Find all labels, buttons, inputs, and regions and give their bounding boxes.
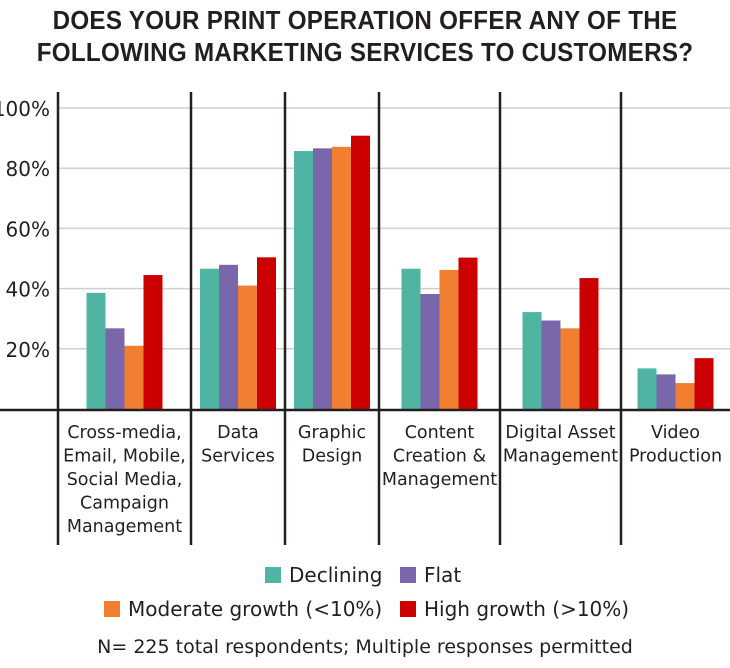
x-category-label: Social Media, — [67, 470, 183, 490]
bar-declining — [200, 268, 219, 409]
y-tick-label: 60% — [6, 217, 50, 241]
x-category-label: Design — [302, 447, 362, 467]
x-category-label: Digital Asset — [505, 423, 615, 443]
bar-moderate-growth- — [238, 285, 257, 409]
x-category-label: Content — [405, 423, 475, 443]
bar-high-growth- — [694, 358, 714, 409]
bar-moderate-growth- — [560, 328, 580, 409]
bar-high-growth- — [351, 135, 370, 409]
y-tick-label: 80% — [6, 157, 50, 181]
bar-declining — [637, 368, 657, 409]
legend-swatch — [265, 567, 281, 583]
bar-high-growth- — [257, 257, 276, 409]
x-category-label: Management — [503, 447, 618, 467]
legend-label: High growth (>10%) — [424, 597, 630, 621]
x-category-label: Video — [651, 423, 700, 443]
bar-chart: 20% 40% 60% 80% 100% Cross-media, Email, Mobil… — [0, 92, 730, 545]
x-category-label: Campaign — [80, 494, 169, 514]
bar-high-growth- — [579, 278, 599, 409]
bar-flat — [656, 374, 676, 409]
x-category-label: Management — [382, 470, 497, 490]
x-category-label: Services — [201, 447, 275, 467]
x-category-label: Cross-media, — [67, 423, 181, 443]
x-category-label: Email, Mobile, — [63, 447, 186, 467]
chart-title-line-1: DOES YOUR PRINT OPERATION OFFER ANY OF T… — [52, 5, 678, 35]
y-tick-label: 100% — [0, 97, 50, 121]
y-tick-label: 40% — [6, 278, 50, 302]
bar-flat — [420, 294, 440, 409]
legend-item-high-growth: High growth (>10%) — [400, 597, 629, 621]
bar-high-growth- — [143, 275, 163, 409]
legend-label: Declining — [289, 563, 383, 587]
bar-flat — [105, 328, 125, 409]
chart-title-line-2: FOLLOWING MARKETING SERVICES TO CUSTOMER… — [36, 37, 694, 67]
bar-declining — [86, 292, 106, 409]
legend-item-declining: Declining — [265, 563, 382, 587]
bar-declining — [401, 268, 421, 409]
x-category-label: Graphic — [298, 423, 366, 443]
legend-swatch — [400, 601, 416, 617]
x-category-label: Data — [217, 423, 259, 443]
bar-declining — [522, 312, 542, 409]
bar-declining — [294, 151, 313, 409]
footnote: N= 225 total respondents; Multiple respo… — [97, 636, 633, 658]
bar-moderate-growth- — [439, 269, 459, 409]
bar-high-growth- — [458, 257, 478, 409]
y-tick-label: 20% — [6, 338, 50, 362]
chart-title: DOES YOUR PRINT OPERATION OFFER ANY OF T… — [26, 4, 705, 68]
x-category-label: Management — [67, 517, 182, 537]
bar-moderate-growth- — [332, 146, 351, 410]
legend-label: Flat — [424, 563, 462, 587]
legend-item-moderate-growth: Moderate growth (<10%) — [104, 597, 382, 621]
legend-item-flat: Flat — [400, 563, 461, 587]
bar-flat — [219, 264, 238, 409]
x-category-label: Creation & — [393, 447, 487, 467]
legend-swatch — [104, 601, 120, 617]
bar-moderate-growth- — [124, 345, 144, 409]
x-category-label: Production — [629, 447, 722, 467]
legend-swatch — [400, 567, 416, 583]
bar-flat — [541, 320, 561, 409]
bar-flat — [313, 148, 332, 410]
legend-label: Moderate growth (<10%) — [128, 597, 383, 621]
bar-moderate-growth- — [675, 383, 695, 409]
